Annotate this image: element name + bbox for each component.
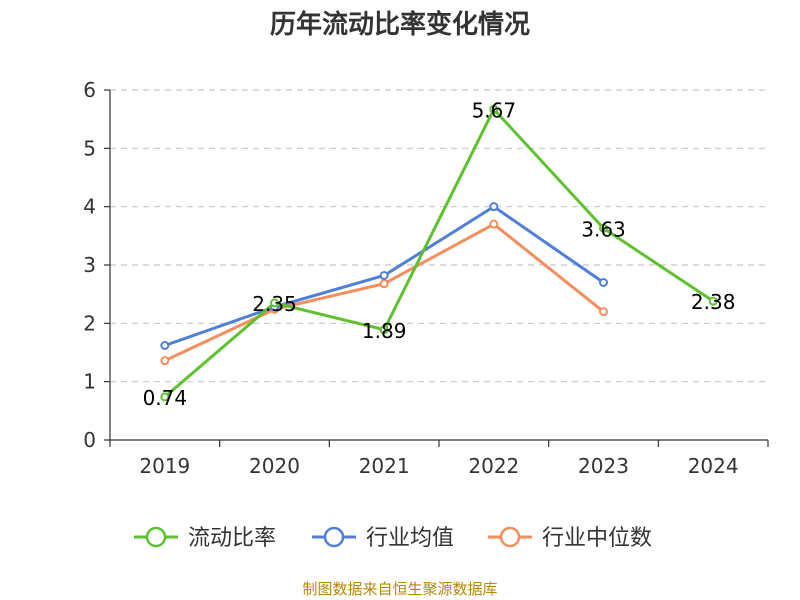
series-point-2 [599,278,608,287]
x-tick-label: 2022 [468,454,519,478]
y-tick-label: 0 [83,428,96,452]
series-point-1 [599,223,608,233]
data-label: 3.63 [581,217,626,241]
legend-marker [323,526,345,548]
chart-title: 历年流动比率变化情况 [269,10,530,40]
data-label: 5.67 [472,98,517,122]
series-point-2 [489,202,499,212]
series-point-1 [708,296,718,306]
legend-marker [145,526,167,548]
data-label: 2.35 [252,292,297,316]
legend-label: 行业均值 [366,526,454,551]
x-tick-label: 2019 [139,454,190,478]
y-tick-label: 3 [83,253,96,277]
y-tick-label: 1 [83,370,96,394]
series-point-2 [379,271,389,280]
series-point-3 [489,219,499,229]
data-label: 1.89 [362,319,407,343]
series-point-2 [160,341,170,350]
legend-label: 流动比率 [188,526,276,551]
data-label: 2.38 [691,290,736,314]
x-tick-label: 2020 [249,454,300,478]
series-point-3 [599,307,608,317]
y-tick-label: 5 [83,136,96,160]
series-point-3 [160,356,170,366]
y-tick-label: 2 [83,311,96,335]
y-tick-label: 4 [83,195,96,219]
legend-marker [499,526,521,548]
x-tick-label: 2023 [578,454,629,478]
x-tick-label: 2024 [688,454,739,478]
series-line-1 [163,107,714,398]
data-source-note: 制图数据来自恒生聚源数据库 [302,580,498,598]
x-tick-label: 2021 [359,454,410,478]
series-point-1 [270,298,279,308]
data-label: 0.74 [143,386,188,410]
legend-label: 行业中位数 [542,526,652,551]
series-point-1 [489,104,499,114]
series-point-1 [160,392,170,402]
series-point-1 [379,325,389,335]
series-point-3 [379,279,389,289]
y-tick-label: 6 [83,78,96,102]
